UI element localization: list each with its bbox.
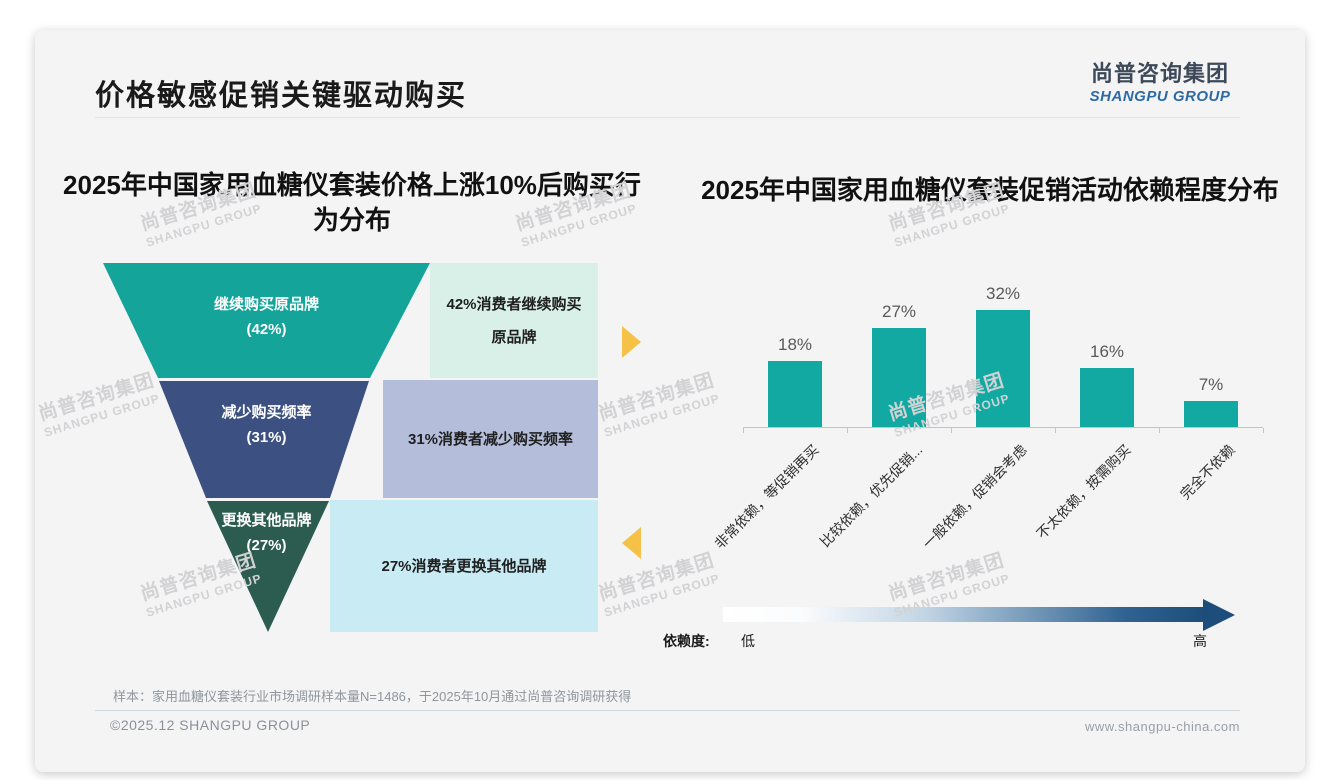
funnel-segment-pct: (42%)	[246, 320, 287, 338]
footer-copyright: ©2025.12 SHANGPU GROUP	[110, 717, 311, 733]
dependency-label: 依赖度:	[663, 633, 710, 649]
company-logo: 尚普咨询集团 SHANGPU GROUP	[1078, 56, 1242, 105]
footer-divider	[95, 710, 1240, 711]
funnel-note: 27%消费者更换其他品牌	[330, 500, 598, 632]
funnel-note-text: 42%消费者继续购买原品牌	[446, 295, 582, 346]
funnel-segment-name: 继续购买原品牌	[213, 296, 319, 313]
bar-value-label: 16%	[1089, 342, 1125, 361]
dependency-low-label: 低	[741, 633, 755, 649]
funnel-note: 31%消费者减少购买频率	[383, 380, 598, 498]
funnel-segment-name: 减少购买频率	[221, 404, 312, 421]
axis-tick	[743, 428, 744, 433]
bar	[768, 361, 822, 427]
yellow-arrow-left-icon	[622, 527, 641, 559]
funnel-segment	[103, 263, 430, 378]
bar-plot: 18% 非常依赖，等促销再买 27% 比较依赖，优先促销... 32% 一般依赖，促销会考…	[711, 284, 1264, 552]
bar-value-label: 27%	[881, 302, 917, 321]
axis-tick	[1055, 428, 1056, 433]
funnel-chart-title: 2025年中国家用血糖仪套装价格上涨10%后购买行为分布	[63, 170, 641, 236]
funnel-note-text: 31%消费者减少购买频率	[407, 430, 574, 448]
bar	[872, 328, 926, 427]
funnel-note: 42%消费者继续购买原品牌	[430, 263, 598, 378]
bar-value-label: 18%	[777, 335, 813, 354]
bar	[1184, 401, 1238, 427]
bar	[976, 310, 1030, 427]
funnel-segment-name: 更换其他品牌	[221, 512, 312, 529]
dependency-arrowhead-icon	[1203, 599, 1235, 631]
funnel-segment-label: 继续购买原品牌 (42%)	[103, 293, 430, 343]
axis-tick	[847, 428, 848, 433]
page-title: 价格敏感促销关键驱动购买	[95, 80, 468, 112]
dependency-gradient-arrow	[723, 607, 1203, 622]
funnel-chart: 继续购买原品牌 (42%) 减少购买频率 (31%) 更换其他品牌 (27%)	[103, 263, 430, 632]
yellow-arrow-right-icon	[622, 326, 641, 358]
funnel-segment-pct: (31%)	[246, 428, 287, 446]
axis-tick	[951, 428, 952, 433]
funnel-segment-pct: (27%)	[246, 536, 287, 554]
funnel-note-text: 27%消费者更换其他品牌	[381, 557, 547, 575]
axis-tick	[1263, 428, 1264, 433]
dependency-high-label: 高	[1193, 633, 1207, 649]
funnel-segment-label: 更换其他品牌 (27%)	[103, 509, 430, 559]
logo-en-text: SHANGPU GROUP	[1089, 88, 1231, 105]
bar-chart-title: 2025年中国家用血糖仪套装促销活动依赖程度分布	[701, 175, 1279, 205]
bar	[1080, 368, 1134, 427]
axis-tick	[1159, 428, 1160, 433]
bar-value-label: 32%	[985, 284, 1021, 303]
bar-value-label: 7%	[1198, 375, 1224, 394]
funnel-segment-label: 减少购买频率 (31%)	[103, 401, 430, 451]
sample-footnote: 样本：家用血糖仪套装行业市场调研样本量N=1486，于2025年10月通过尚普咨…	[113, 689, 632, 704]
title-divider	[95, 117, 1240, 118]
footer-website: www.shangpu-china.com	[1084, 719, 1240, 734]
logo-cn-text: 尚普咨询集团	[1090, 61, 1229, 86]
